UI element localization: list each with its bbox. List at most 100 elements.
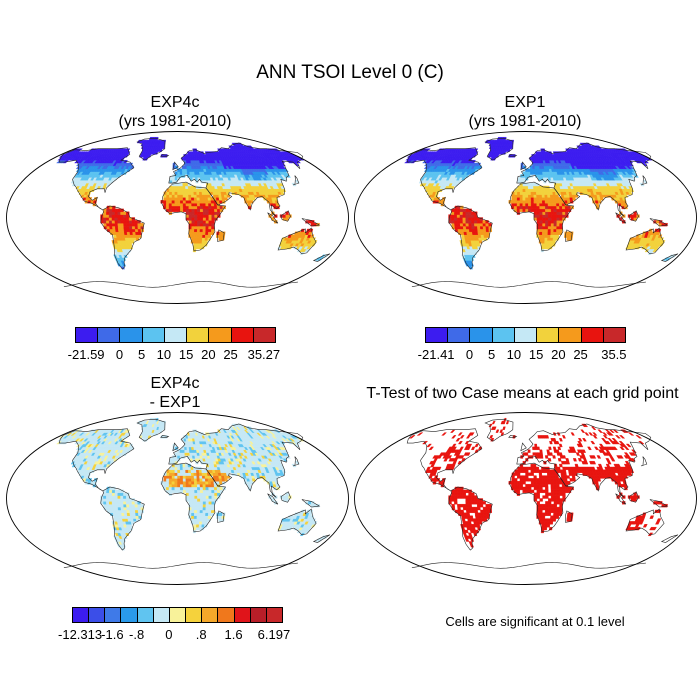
colorbar-tick-label: -1.6 (101, 627, 124, 642)
colorbar-cell (97, 327, 121, 343)
antarctica-coastline (411, 562, 646, 569)
antarctica-coastline (411, 281, 646, 288)
colorbar-cell (75, 327, 99, 343)
colorbar-cell (558, 327, 582, 343)
map-exp1 (354, 131, 697, 304)
panel-title-diff: EXP4c - EXP1 (25, 374, 325, 412)
coastline (516, 423, 652, 498)
colorbar-cell (447, 327, 471, 343)
panel-title-line2: (yrs 1981-2010) (468, 113, 582, 130)
map-border (6, 131, 349, 304)
coastline (516, 142, 652, 217)
colorbar-exp1: -21.41 0 5 10 15 20 25 35.5 (418, 327, 627, 367)
colorbar-tick-label: 10 (506, 347, 522, 362)
coastline (640, 456, 648, 467)
coastline (649, 218, 669, 227)
coastline (660, 534, 679, 543)
map-border (354, 131, 697, 304)
coastline (509, 181, 575, 252)
coastline (312, 534, 331, 543)
colorbar-diff: -12.313 -1.6 -.8 0 .8 1.6 6.197 (58, 607, 290, 647)
coastline (172, 161, 179, 171)
coastline (301, 499, 321, 508)
coastline (520, 161, 527, 171)
antarctica-coastline (63, 562, 298, 569)
panel-title-exp1: EXP1 (yrs 1981-2010) (375, 93, 675, 131)
coastline (448, 205, 493, 270)
colorbar-cell (491, 327, 515, 343)
colorbar-cell (252, 327, 276, 343)
colorbar-tick-label: 1.6 (224, 627, 243, 642)
colorbar-tick-label: -21.59 (67, 347, 105, 362)
coastline (292, 456, 300, 467)
coastline (100, 486, 145, 551)
panel-title-line1: EXP4c (150, 375, 200, 392)
coastline (161, 462, 227, 533)
map-exp4c (6, 131, 349, 304)
main-title: ANN TSOI Level 0 (C) (256, 62, 444, 83)
colorbar-tick-label: 0 (465, 347, 474, 362)
colorbar-cell (425, 327, 449, 343)
coastline (448, 486, 493, 551)
colorbar-cell (141, 327, 165, 343)
coastline (280, 491, 291, 503)
coastline (649, 499, 669, 508)
panel-title-line1: EXP4c (150, 94, 200, 111)
colorbar-tick-label: 0 (115, 347, 124, 362)
colorbar-cell (249, 607, 267, 623)
coastline (160, 435, 170, 438)
colorbar-cell (265, 607, 283, 623)
map-border (6, 412, 349, 585)
colorbar-cell (217, 607, 235, 623)
coastline (58, 428, 135, 492)
panel-title-line2: (yrs 1981-2010) (118, 113, 232, 130)
colorbar-cell (536, 327, 560, 343)
coastline (292, 175, 300, 186)
coastline (484, 418, 514, 442)
colorbar-cell (119, 327, 143, 343)
coastline (160, 154, 170, 157)
colorbar-tick-label: 20 (201, 347, 216, 362)
colorbar-cell (186, 327, 210, 343)
colorbar-tick-label: -.8 (129, 627, 145, 642)
coastline (136, 137, 166, 161)
coastline (565, 510, 573, 523)
coastline (640, 175, 648, 186)
colorbar-tick-label: .8 (195, 627, 207, 642)
coastline (625, 227, 665, 255)
colorbar-tick-label: 20 (551, 347, 566, 362)
coastline (217, 510, 225, 523)
colorbar-cell (233, 607, 251, 623)
panel-title-line1: EXP1 (504, 94, 546, 111)
coastline (312, 253, 331, 262)
colorbar-cell (469, 327, 493, 343)
coastline (628, 210, 639, 222)
coastline (161, 181, 227, 252)
panel-title-line1: T-Test of two Case means at each grid po… (366, 385, 679, 402)
colorbar-tick-label: 25 (573, 347, 588, 362)
coastline (168, 423, 304, 498)
coastline (508, 154, 518, 157)
coastline (406, 147, 483, 211)
antarctica-coastline (63, 281, 298, 288)
coastline (168, 142, 304, 217)
colorbar-tick-label: 6.197 (257, 627, 291, 642)
coastline (565, 229, 573, 242)
coastline (267, 212, 279, 224)
colorbar-tick-label: 0 (165, 627, 173, 642)
colorbar-cell (168, 607, 187, 623)
coastline (615, 493, 627, 505)
colorbar-cell (136, 607, 154, 623)
colorbar-cell (163, 327, 188, 343)
coastline (217, 229, 225, 242)
colorbar-cell (72, 607, 90, 623)
coastline (615, 212, 627, 224)
colorbar-cell (185, 607, 203, 623)
colorbar-tick-label: 5 (488, 347, 496, 362)
coastline (509, 462, 575, 533)
map-border (354, 412, 697, 585)
colorbar-cell (88, 607, 106, 623)
colorbar-tick-label: 35.5 (601, 347, 627, 362)
coastline (625, 508, 665, 536)
colorbar-cell (602, 327, 626, 343)
